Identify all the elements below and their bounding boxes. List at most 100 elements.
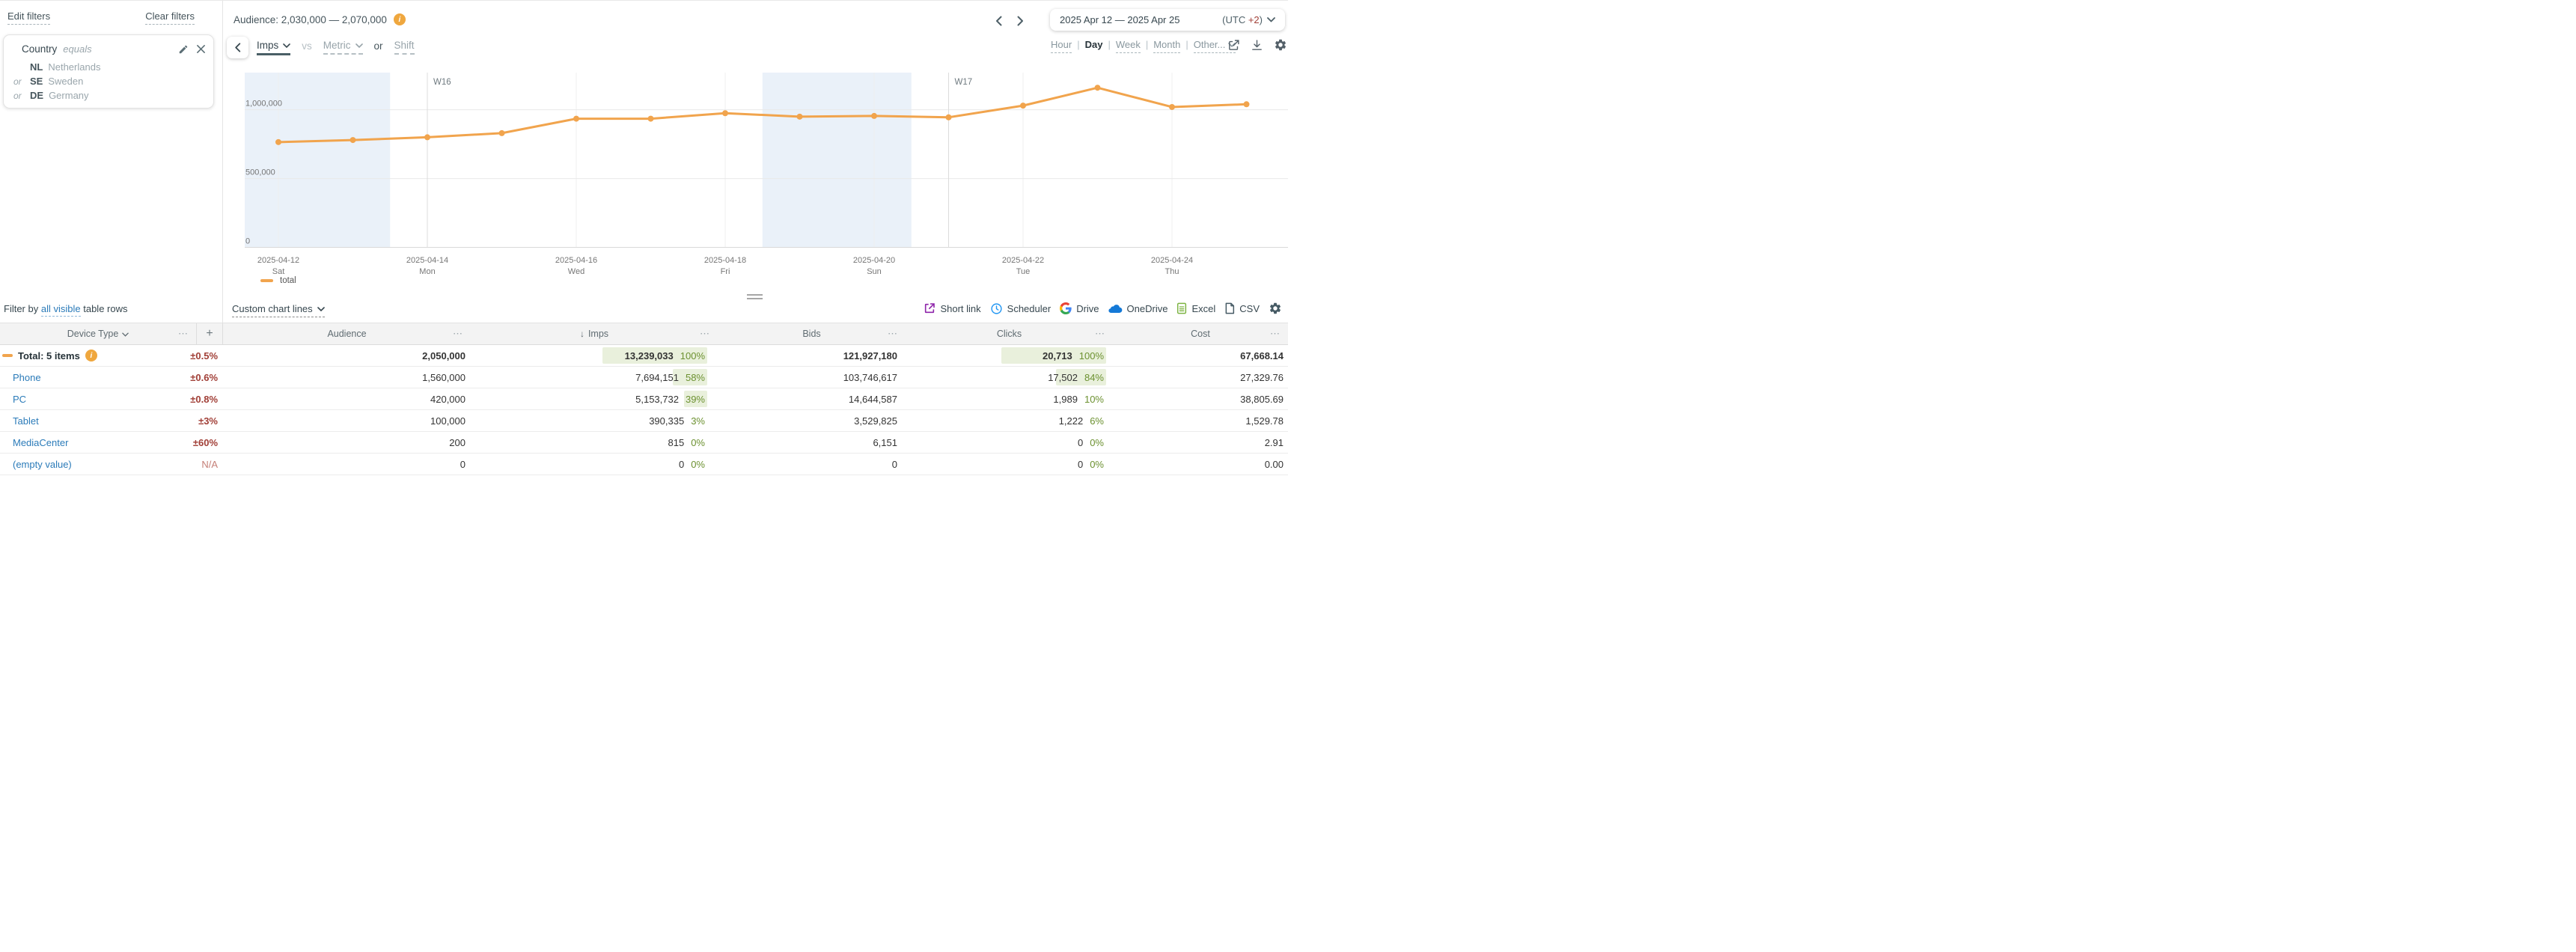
- imps-line-chart[interactable]: W16 W17 0 500,000 1,000,000 2025-04-12 Sat 2025…: [221, 67, 1288, 276]
- audience-label: Audience: 2,030,000 — 2,070,000: [234, 13, 387, 25]
- bids-column-menu-icon[interactable]: ⋯: [888, 328, 898, 339]
- google-drive-icon: [1060, 302, 1072, 314]
- all-visible-link[interactable]: all visible: [40, 303, 81, 317]
- x-axis-date-label: 2025-04-20: [853, 256, 895, 265]
- audience-column-menu-icon[interactable]: ⋯: [453, 328, 463, 339]
- panel-divider: [222, 1, 223, 323]
- primary-metric-selector[interactable]: Imps: [257, 40, 291, 55]
- cell-imps: 7,694,151 58%: [471, 367, 718, 388]
- data-point-2025-04-15[interactable]: [498, 129, 505, 136]
- cell-error-margin: ±0.8%: [190, 393, 218, 405]
- total-label: Total: 5 items: [18, 350, 80, 361]
- total-series-line[interactable]: [277, 86, 1248, 144]
- shift-selector[interactable]: Shift: [394, 40, 415, 55]
- edit-filter-pencil-icon[interactable]: [178, 44, 189, 55]
- data-point-2025-04-14[interactable]: [424, 134, 430, 141]
- custom-chart-lines-selector[interactable]: Custom chart lines: [232, 303, 325, 317]
- chart-resize-handle[interactable]: [747, 294, 763, 302]
- filter-card-country[interactable]: Country equals NL Netherlands or SE Sweden or…: [3, 34, 214, 109]
- prev-period-chevron-left-icon[interactable]: [994, 14, 1004, 28]
- data-point-2025-04-20[interactable]: [871, 112, 877, 119]
- data-point-2025-04-21[interactable]: [945, 114, 952, 120]
- data-point-2025-04-19[interactable]: [796, 113, 803, 120]
- clear-filters-link[interactable]: Clear filters: [145, 10, 195, 25]
- data-point-2025-04-25[interactable]: [1243, 101, 1250, 108]
- table-settings-gear-icon[interactable]: [1269, 302, 1282, 315]
- download-icon[interactable]: [1251, 39, 1263, 52]
- data-point-2025-04-17[interactable]: [647, 115, 654, 122]
- cell-device-type: MediaCenter: [0, 437, 153, 448]
- column-header-device-type[interactable]: Device Type ⋯: [67, 328, 189, 339]
- chart-actions: [1227, 38, 1287, 52]
- data-point-2025-04-16[interactable]: [573, 115, 579, 122]
- date-range-picker[interactable]: 2025 Apr 12 — 2025 Apr 25 (UTC +2): [1050, 9, 1285, 31]
- audience-summary: Audience: 2,030,000 — 2,070,000 i: [234, 13, 406, 25]
- column-header-bids[interactable]: Bids ⋯: [802, 328, 898, 339]
- x-axis-weekday-label: Sat: [272, 267, 285, 276]
- next-period-chevron-right-icon[interactable]: [1016, 14, 1025, 28]
- clicks-column-menu-icon[interactable]: ⋯: [1095, 328, 1105, 339]
- add-dimension-button[interactable]: +: [196, 323, 223, 344]
- granularity-day[interactable]: Day: [1084, 39, 1103, 50]
- table-row-phone: Phone ±0.6% 1,560,000 7,694,151 58% 103,746,6…: [0, 367, 1288, 388]
- cell-imps-value: 7,694,151: [635, 371, 679, 383]
- row-link-empty-value[interactable]: (empty value): [13, 458, 72, 470]
- data-point-2025-04-18[interactable]: [722, 110, 728, 117]
- granularity-hour[interactable]: Hour: [1051, 39, 1072, 53]
- cell-cost: 27,329.76: [1240, 371, 1284, 383]
- open-in-new-icon[interactable]: [1227, 39, 1240, 52]
- chevron-down-icon: [355, 43, 363, 48]
- cell-cost: 1,529.78: [1245, 415, 1284, 427]
- audience-info-icon[interactable]: i: [393, 13, 406, 25]
- export-excel[interactable]: Excel: [1176, 302, 1215, 314]
- imps-column-menu-icon[interactable]: ⋯: [700, 328, 710, 339]
- column-header-cost[interactable]: Cost ⋯: [1191, 328, 1281, 339]
- export-scheduler[interactable]: Scheduler: [990, 302, 1051, 315]
- data-point-2025-04-22[interactable]: [1020, 103, 1026, 109]
- cell-device-type: (empty value): [0, 459, 153, 470]
- export-short-link[interactable]: Short link: [924, 302, 981, 314]
- compare-metric-selector[interactable]: Metric: [323, 40, 363, 55]
- filter-value-de: or DE Germany: [13, 90, 89, 101]
- export-onedrive[interactable]: OneDrive: [1108, 303, 1168, 314]
- device-type-column-menu-icon[interactable]: ⋯: [178, 328, 189, 339]
- cell-clicks: 0 0%: [906, 454, 1113, 475]
- row-link-phone[interactable]: Phone: [13, 371, 41, 383]
- cell-clicks-value: 1,989: [1053, 393, 1078, 405]
- data-point-2025-04-24[interactable]: [1169, 103, 1175, 110]
- cell-clicks: 1,222 6%: [906, 410, 1113, 431]
- data-point-2025-04-13[interactable]: [350, 137, 356, 144]
- legend-label-total: total: [280, 276, 296, 285]
- row-link-pc[interactable]: PC: [13, 393, 27, 405]
- data-point-2025-04-23[interactable]: [1094, 85, 1101, 91]
- export-csv[interactable]: CSV: [1224, 302, 1260, 314]
- column-header-audience[interactable]: Audience ⋯: [327, 328, 463, 339]
- export-drive[interactable]: Drive: [1060, 302, 1099, 314]
- vs-label: vs: [302, 40, 312, 52]
- total-info-icon[interactable]: i: [85, 350, 97, 361]
- row-link-tablet[interactable]: Tablet: [13, 415, 39, 427]
- column-header-imps[interactable]: ↓ Imps ⋯: [579, 328, 710, 339]
- chart-settings-gear-icon[interactable]: [1274, 38, 1287, 52]
- metrics-table: Device Type ⋯ + Audience ⋯ ↓ Imps ⋯ Bids…: [0, 323, 1288, 475]
- total-legend-swatch: [2, 354, 13, 357]
- cell-clicks-value: 17,502: [1048, 371, 1078, 383]
- table-header: Device Type ⋯ + Audience ⋯ ↓ Imps ⋯ Bids…: [0, 323, 1288, 345]
- chart-legend[interactable]: total: [260, 276, 296, 285]
- granularity-month[interactable]: Month: [1153, 39, 1181, 53]
- edit-filters-link[interactable]: Edit filters: [7, 10, 51, 25]
- cost-column-menu-icon[interactable]: ⋯: [1270, 328, 1281, 339]
- cell-device-type: PC: [0, 394, 153, 405]
- table-row-empty-value: (empty value) N/A 0 0 0% 0 0 0% 0.00: [0, 454, 1288, 475]
- collapse-panel-button[interactable]: [227, 37, 248, 58]
- table-row-tablet: Tablet ±3% 100,000 390,335 3% 3,529,825 1,222 6…: [0, 410, 1288, 432]
- chevron-down-icon: [317, 306, 325, 311]
- data-point-2025-04-12[interactable]: [275, 138, 281, 145]
- table-row-mediacenter: MediaCenter ±60% 200 815 0% 6,151 0 0% 2.91: [0, 432, 1288, 454]
- cell-bids: 6,151: [873, 436, 897, 448]
- row-link-mediacenter[interactable]: MediaCenter: [13, 436, 69, 448]
- export-actions: Short link Scheduler Drive OneDrive Excel CSV: [924, 302, 1282, 315]
- column-header-clicks[interactable]: Clicks ⋯: [996, 328, 1105, 339]
- granularity-week[interactable]: Week: [1115, 39, 1141, 53]
- remove-filter-close-icon[interactable]: [196, 44, 206, 54]
